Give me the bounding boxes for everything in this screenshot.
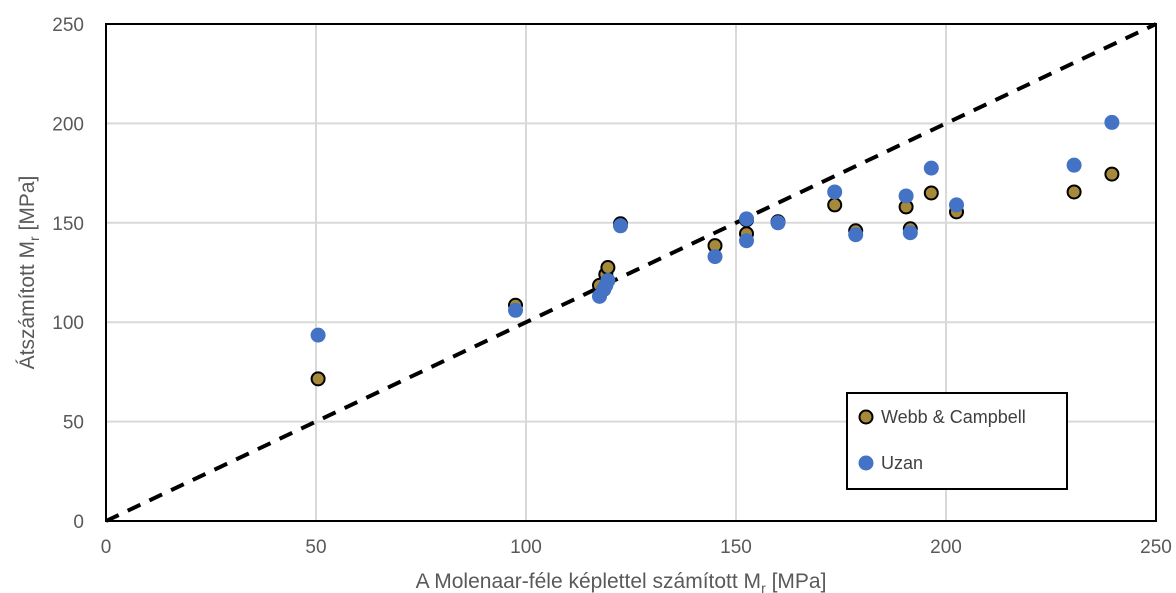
uzan-point xyxy=(707,249,723,265)
uzan-point xyxy=(600,272,616,288)
legend-marker-webb-campbell xyxy=(858,409,874,425)
tick-labels: 0 50 100 150 200 250 0 50 100 150 200 250 xyxy=(52,15,1172,558)
x-tick-label: 250 xyxy=(1140,537,1172,558)
plot-area-border xyxy=(105,23,1157,522)
webb-campbell-point xyxy=(827,197,843,213)
uzan-point xyxy=(770,215,786,231)
uzan-point xyxy=(613,218,628,234)
legend: Webb & Campbell Uzan xyxy=(846,392,1068,490)
legend-box xyxy=(846,392,1068,490)
x-tick-label: 200 xyxy=(930,537,962,558)
uzan-point xyxy=(739,211,754,227)
uzan-point xyxy=(949,197,964,213)
y-tick-label: 50 xyxy=(63,413,84,434)
legend-label-webb-campbell: Webb & Campbell xyxy=(881,407,1026,427)
x-tick-label: 50 xyxy=(305,537,326,558)
uzan-point xyxy=(898,188,914,204)
data-points xyxy=(310,114,1120,387)
uzan-point xyxy=(827,184,843,200)
y-tick-label: 100 xyxy=(52,313,84,334)
y-tick-label: 200 xyxy=(52,114,84,135)
uzan-point xyxy=(848,227,864,243)
webb-campbell-point xyxy=(600,260,616,276)
uzan-point xyxy=(508,302,523,318)
x-tick-label: 100 xyxy=(510,537,542,558)
y-tick-label: 0 xyxy=(73,512,84,533)
uzan-point xyxy=(739,233,754,249)
webb-campbell-point xyxy=(1066,184,1082,200)
webb-campbell-point xyxy=(923,185,939,201)
y-tick-label: 150 xyxy=(52,214,84,235)
legend-label-uzan: Uzan xyxy=(881,453,923,473)
uzan-point xyxy=(1066,157,1082,173)
y-axis-title: Átszámított Mr [MPa] xyxy=(16,176,42,370)
x-tick-label: 150 xyxy=(720,537,752,558)
uzan-point xyxy=(310,327,326,343)
webb-campbell-point xyxy=(1104,166,1120,182)
legend-marker-uzan xyxy=(858,455,874,471)
uzan-point xyxy=(1104,114,1120,130)
uzan-point xyxy=(923,160,939,176)
uzan-point xyxy=(902,225,918,241)
y-tick-label: 250 xyxy=(52,15,84,36)
webb-campbell-point xyxy=(310,371,326,387)
reference-line-y-equals-x xyxy=(105,22,1157,523)
x-tick-label: 0 xyxy=(101,537,112,558)
x-axis-title: A Molenaar-féle képlettel számított Mr [… xyxy=(416,570,827,593)
